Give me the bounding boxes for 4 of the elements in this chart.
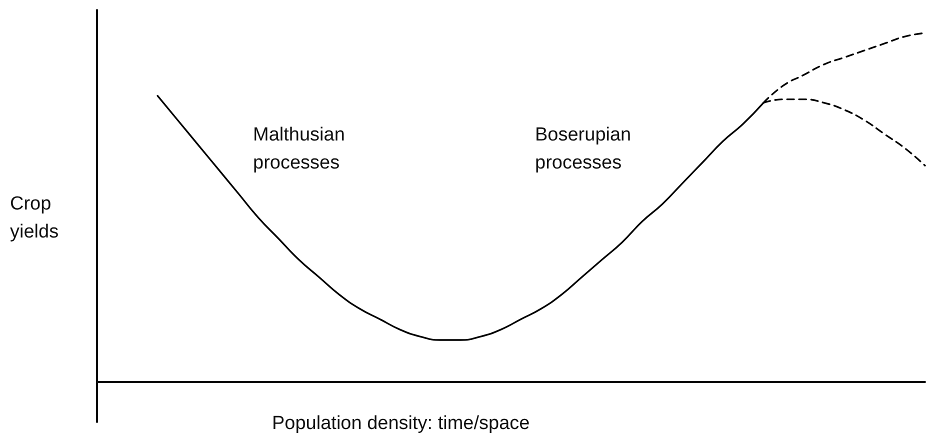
y-axis-title: Crop yields <box>10 194 59 242</box>
annotation: Boserupian processes <box>535 124 636 174</box>
x-axis-title: Population density: time/space <box>272 413 530 434</box>
annotation: Malthusian processes <box>253 124 350 174</box>
